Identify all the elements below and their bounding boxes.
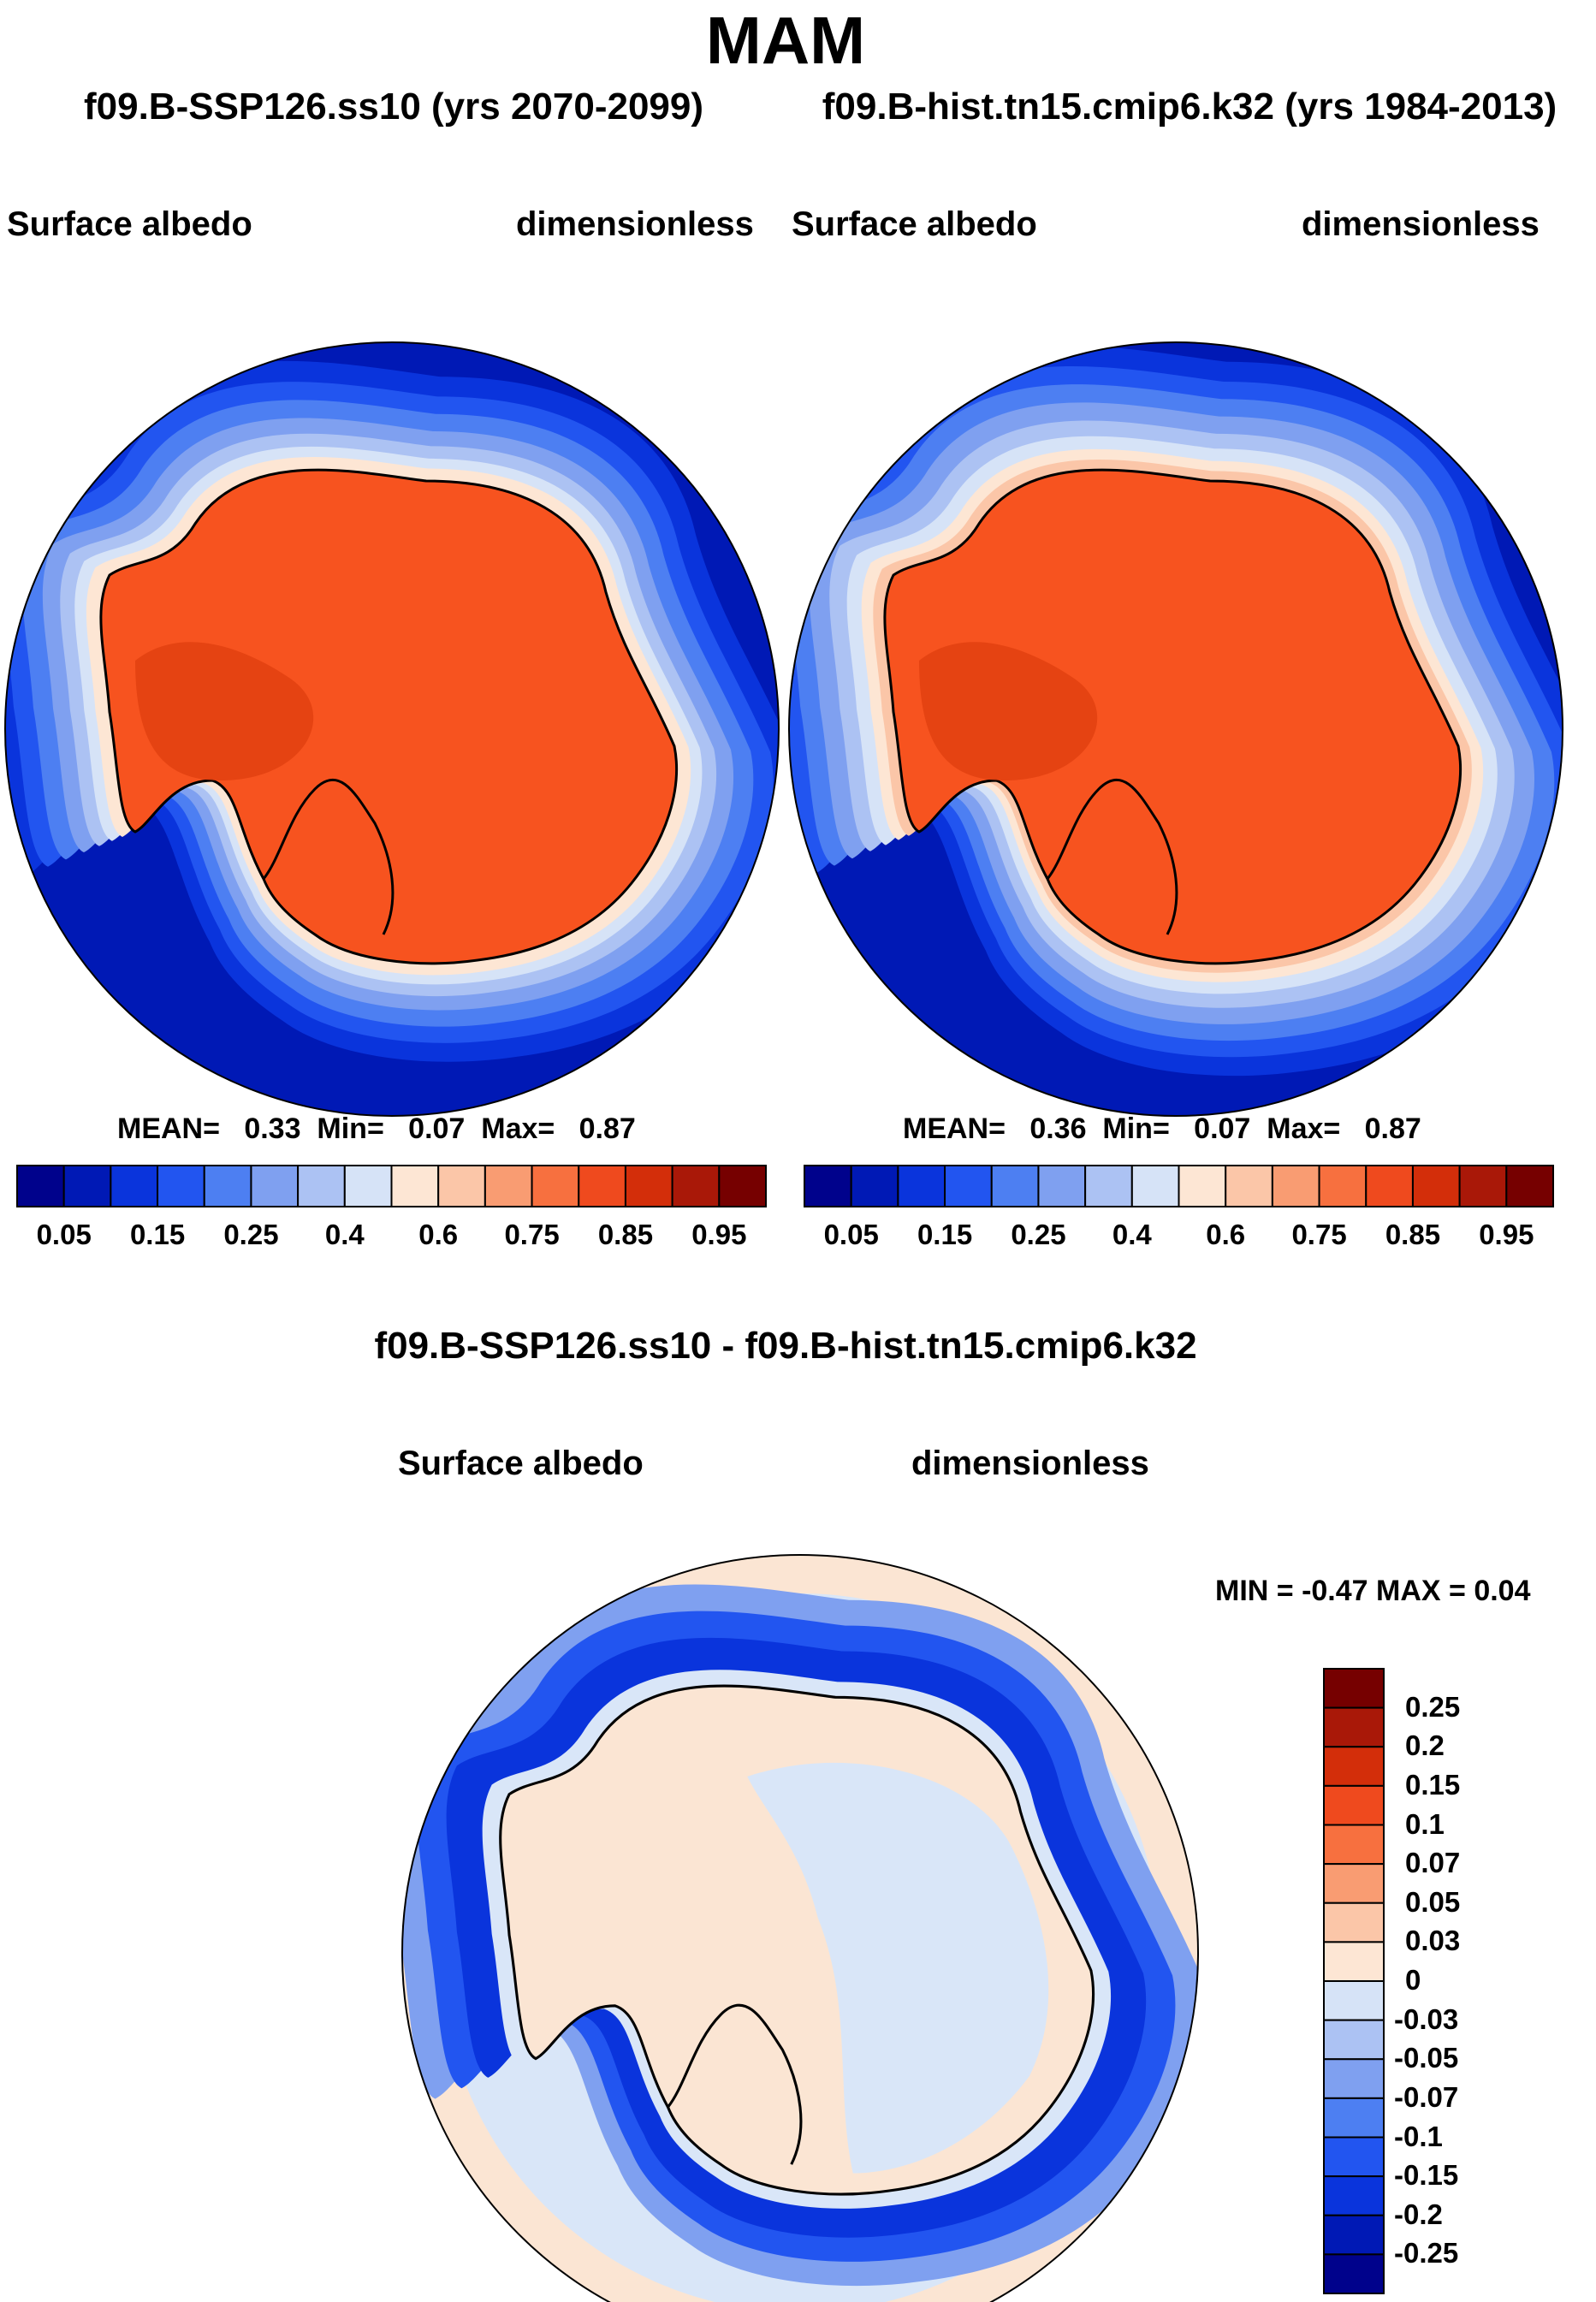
subtitle-left: f09.B-SSP126.ss10 (yrs 2070-2099) [83,86,704,128]
colorbar-tick-label: 0.85 [597,1219,654,1250]
colorbar-box [16,1165,65,1207]
colorbar-box [1411,1165,1461,1207]
colorbar-box [897,1165,946,1207]
colorbar-box [804,1165,852,1207]
colorbar-box [1458,1165,1508,1207]
colorbar-box [157,1165,205,1207]
colorbar-box [1505,1165,1554,1207]
diff-minmax: MIN = -0.47 MAX = 0.04 [1215,1575,1531,1607]
colorbar-box [1323,2136,1385,2178]
colorbar-tick-label: -0.03 [1394,2002,1459,2035]
panel2-variable: Surface albedo [792,205,1037,243]
colorbar-box [1323,2214,1385,2256]
colorbar-tick-label: 0.05 [823,1219,879,1250]
colorbar-tick-label: 0.75 [1291,1219,1347,1250]
colorbar-box [1318,1165,1368,1207]
panel2-stats: MEAN= 0.36 Min= 0.07 Max= 0.87 [903,1112,1421,1145]
colorbar-tick-label: -0.05 [1394,2042,1459,2074]
colorbar-tick-label: 0.95 [691,1219,747,1250]
panel2-map [788,341,1563,1117]
panel2-units: dimensionless [1302,205,1540,243]
colorbar-tick-label: 0.75 [504,1219,560,1250]
colorbar-tick-label: 0.15 [129,1219,186,1250]
colorbar-tick-label: 0.25 [1405,1690,1461,1723]
colorbar-tick-label: 0.85 [1385,1219,1441,1250]
colorbar-box [718,1165,767,1207]
colorbar-tick-label: 0.07 [1405,1847,1461,1879]
colorbar-box [1323,2058,1385,2099]
colorbar-box [297,1165,346,1207]
diff-units: dimensionless [911,1445,1149,1482]
colorbar-box [1323,1706,1385,1748]
diff-variable: Surface albedo [398,1445,644,1482]
colorbar-tick-label: 0.95 [1479,1219,1534,1250]
colorbar-tick-label: -0.25 [1394,2237,1459,2269]
colorbar-box [1084,1165,1133,1207]
diff-title: f09.B-SSP126.ss10 - f09.B-hist.tn15.cmip… [374,1325,1197,1367]
colorbar-tick-label: 0.03 [1405,1925,1461,1957]
colorbar-box [990,1165,1040,1207]
colorbar-tick-label: -0.2 [1394,2198,1443,2230]
panel1-map [4,341,780,1117]
colorbar-box [1130,1165,1180,1207]
colorbar-box [1323,2175,1385,2216]
colorbar-tick-label: 0.1 [1405,1807,1445,1840]
colorbar-tick-label: 0 [1405,1964,1421,1996]
colorbar-tick-label: 0.6 [418,1219,459,1250]
colorbar-box [1323,2253,1385,2294]
colorbar-tick-label: 0.4 [1112,1219,1152,1250]
colorbar-box [1323,2097,1385,2139]
diff-map [401,1554,1199,2302]
colorbar-diff [1323,1668,1385,2294]
colorbar-panel2 [804,1165,1554,1207]
colorbar-box [1225,1165,1273,1207]
colorbar-box [62,1165,112,1207]
colorbar-box [1323,1902,1385,1943]
colorbar-tick-label: 0.25 [1011,1219,1066,1250]
colorbar-tick-label: 0.15 [917,1219,973,1250]
colorbar-box [624,1165,673,1207]
colorbar-box [1323,2019,1385,2061]
colorbar-box [1323,1941,1385,1982]
colorbar-box [1178,1165,1227,1207]
colorbar-box [1323,1784,1385,1826]
colorbar-tick-label: -0.07 [1394,2080,1459,2113]
colorbar-box [1037,1165,1087,1207]
colorbar-tick-label: 0.4 [324,1219,365,1250]
colorbar-tick-label: 0.05 [1405,1885,1461,1918]
colorbar-box [1323,1746,1385,1787]
colorbar-box [1323,1863,1385,1904]
colorbar-box [531,1165,580,1207]
colorbar-box [944,1165,993,1207]
colorbar-tick-label: 0.05 [36,1219,92,1250]
panel1-variable: Surface albedo [7,205,252,243]
colorbar-box [1323,1824,1385,1866]
colorbar-box [343,1165,393,1207]
colorbar-tick-label: -0.1 [1394,2120,1443,2152]
colorbar-box [1323,1980,1385,2021]
colorbar-box [250,1165,300,1207]
colorbar-box [484,1165,533,1207]
colorbar-box [110,1165,159,1207]
colorbar-box [1365,1165,1414,1207]
colorbar-tick-label: 0.25 [223,1219,279,1250]
panel1-units: dimensionless [516,205,754,243]
colorbar-box [671,1165,721,1207]
colorbar-tick-label: 0.2 [1405,1729,1445,1762]
panel1-stats: MEAN= 0.33 Min= 0.07 Max= 0.87 [117,1112,636,1145]
colorbar-box [437,1165,486,1207]
colorbar-box [390,1165,440,1207]
colorbar-tick-label: 0.15 [1405,1768,1461,1801]
colorbar-box [203,1165,252,1207]
subtitle-right: f09.B-hist.tn15.cmip6.k32 (yrs 1984-2013… [822,86,1557,128]
colorbar-box [1271,1165,1320,1207]
colorbar-box [578,1165,626,1207]
colorbar-box [850,1165,899,1207]
colorbar-tick-label: -0.15 [1394,2159,1459,2192]
colorbar-tick-label: 0.6 [1206,1219,1246,1250]
season-title: MAM [705,3,866,78]
colorbar-panel1 [16,1165,767,1207]
colorbar-box [1323,1668,1385,1709]
